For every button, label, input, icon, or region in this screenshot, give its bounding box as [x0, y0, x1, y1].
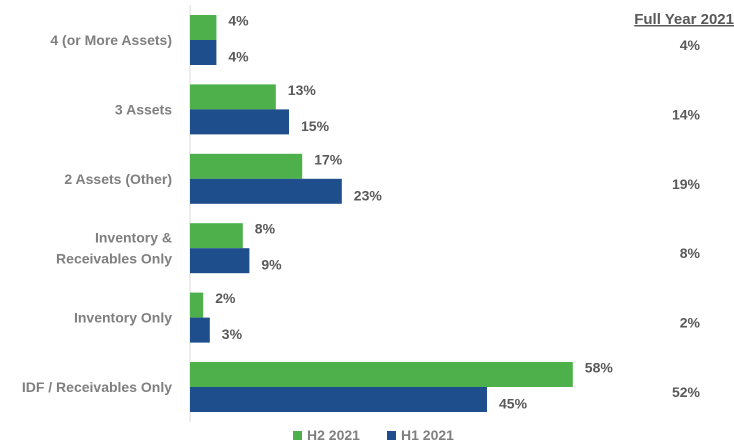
bar	[190, 15, 217, 40]
data-label: 45%	[499, 396, 528, 412]
legend-swatch	[387, 431, 396, 440]
data-label: 4%	[228, 49, 249, 65]
bar	[190, 387, 487, 412]
data-label: 2%	[215, 290, 236, 306]
bar	[190, 292, 204, 318]
bar	[190, 178, 342, 204]
bar	[190, 223, 243, 249]
legend: H2 2021 H1 2021	[293, 427, 454, 443]
data-label: 8%	[255, 221, 276, 237]
legend-swatch	[293, 431, 302, 440]
plot-area: 4 (or More Assets) 4% 4% 4% 3 Assets 13% 15% 14…	[22, 5, 701, 422]
full-year-value: 14%	[672, 106, 701, 122]
legend-label: H2 2021	[307, 427, 360, 443]
full-year-value: 8%	[680, 245, 701, 261]
category-label: 3 Assets	[115, 101, 172, 117]
category-label: IDF / Receivables Only	[22, 379, 172, 395]
data-label: 9%	[261, 257, 282, 273]
bar	[190, 153, 303, 179]
category-label: 4 (or More Assets)	[50, 32, 172, 48]
category-label: Receivables Only	[56, 251, 172, 267]
data-label: 3%	[222, 326, 243, 342]
category-label: 2 Assets (Other)	[64, 171, 172, 187]
data-label: 23%	[354, 187, 383, 203]
data-label: 17%	[314, 151, 343, 167]
category-label: Inventory Only	[74, 310, 172, 326]
bar	[190, 362, 573, 387]
bar	[190, 248, 250, 274]
full-year-value: 52%	[672, 384, 701, 400]
bar	[190, 317, 210, 343]
full-year-value: 4%	[680, 37, 701, 53]
data-label: 4%	[228, 13, 249, 29]
bar	[190, 40, 217, 65]
full-year-title: Full Year 2021	[634, 11, 734, 28]
bar	[190, 84, 276, 110]
bar	[190, 109, 289, 135]
legend-label: H1 2021	[401, 427, 454, 443]
data-label: 58%	[585, 360, 614, 376]
data-label: 15%	[301, 118, 330, 134]
category-label: Inventory &	[95, 230, 172, 246]
data-label: 13%	[288, 82, 317, 98]
full-year-value: 19%	[672, 176, 701, 192]
full-year-value: 2%	[680, 315, 701, 331]
